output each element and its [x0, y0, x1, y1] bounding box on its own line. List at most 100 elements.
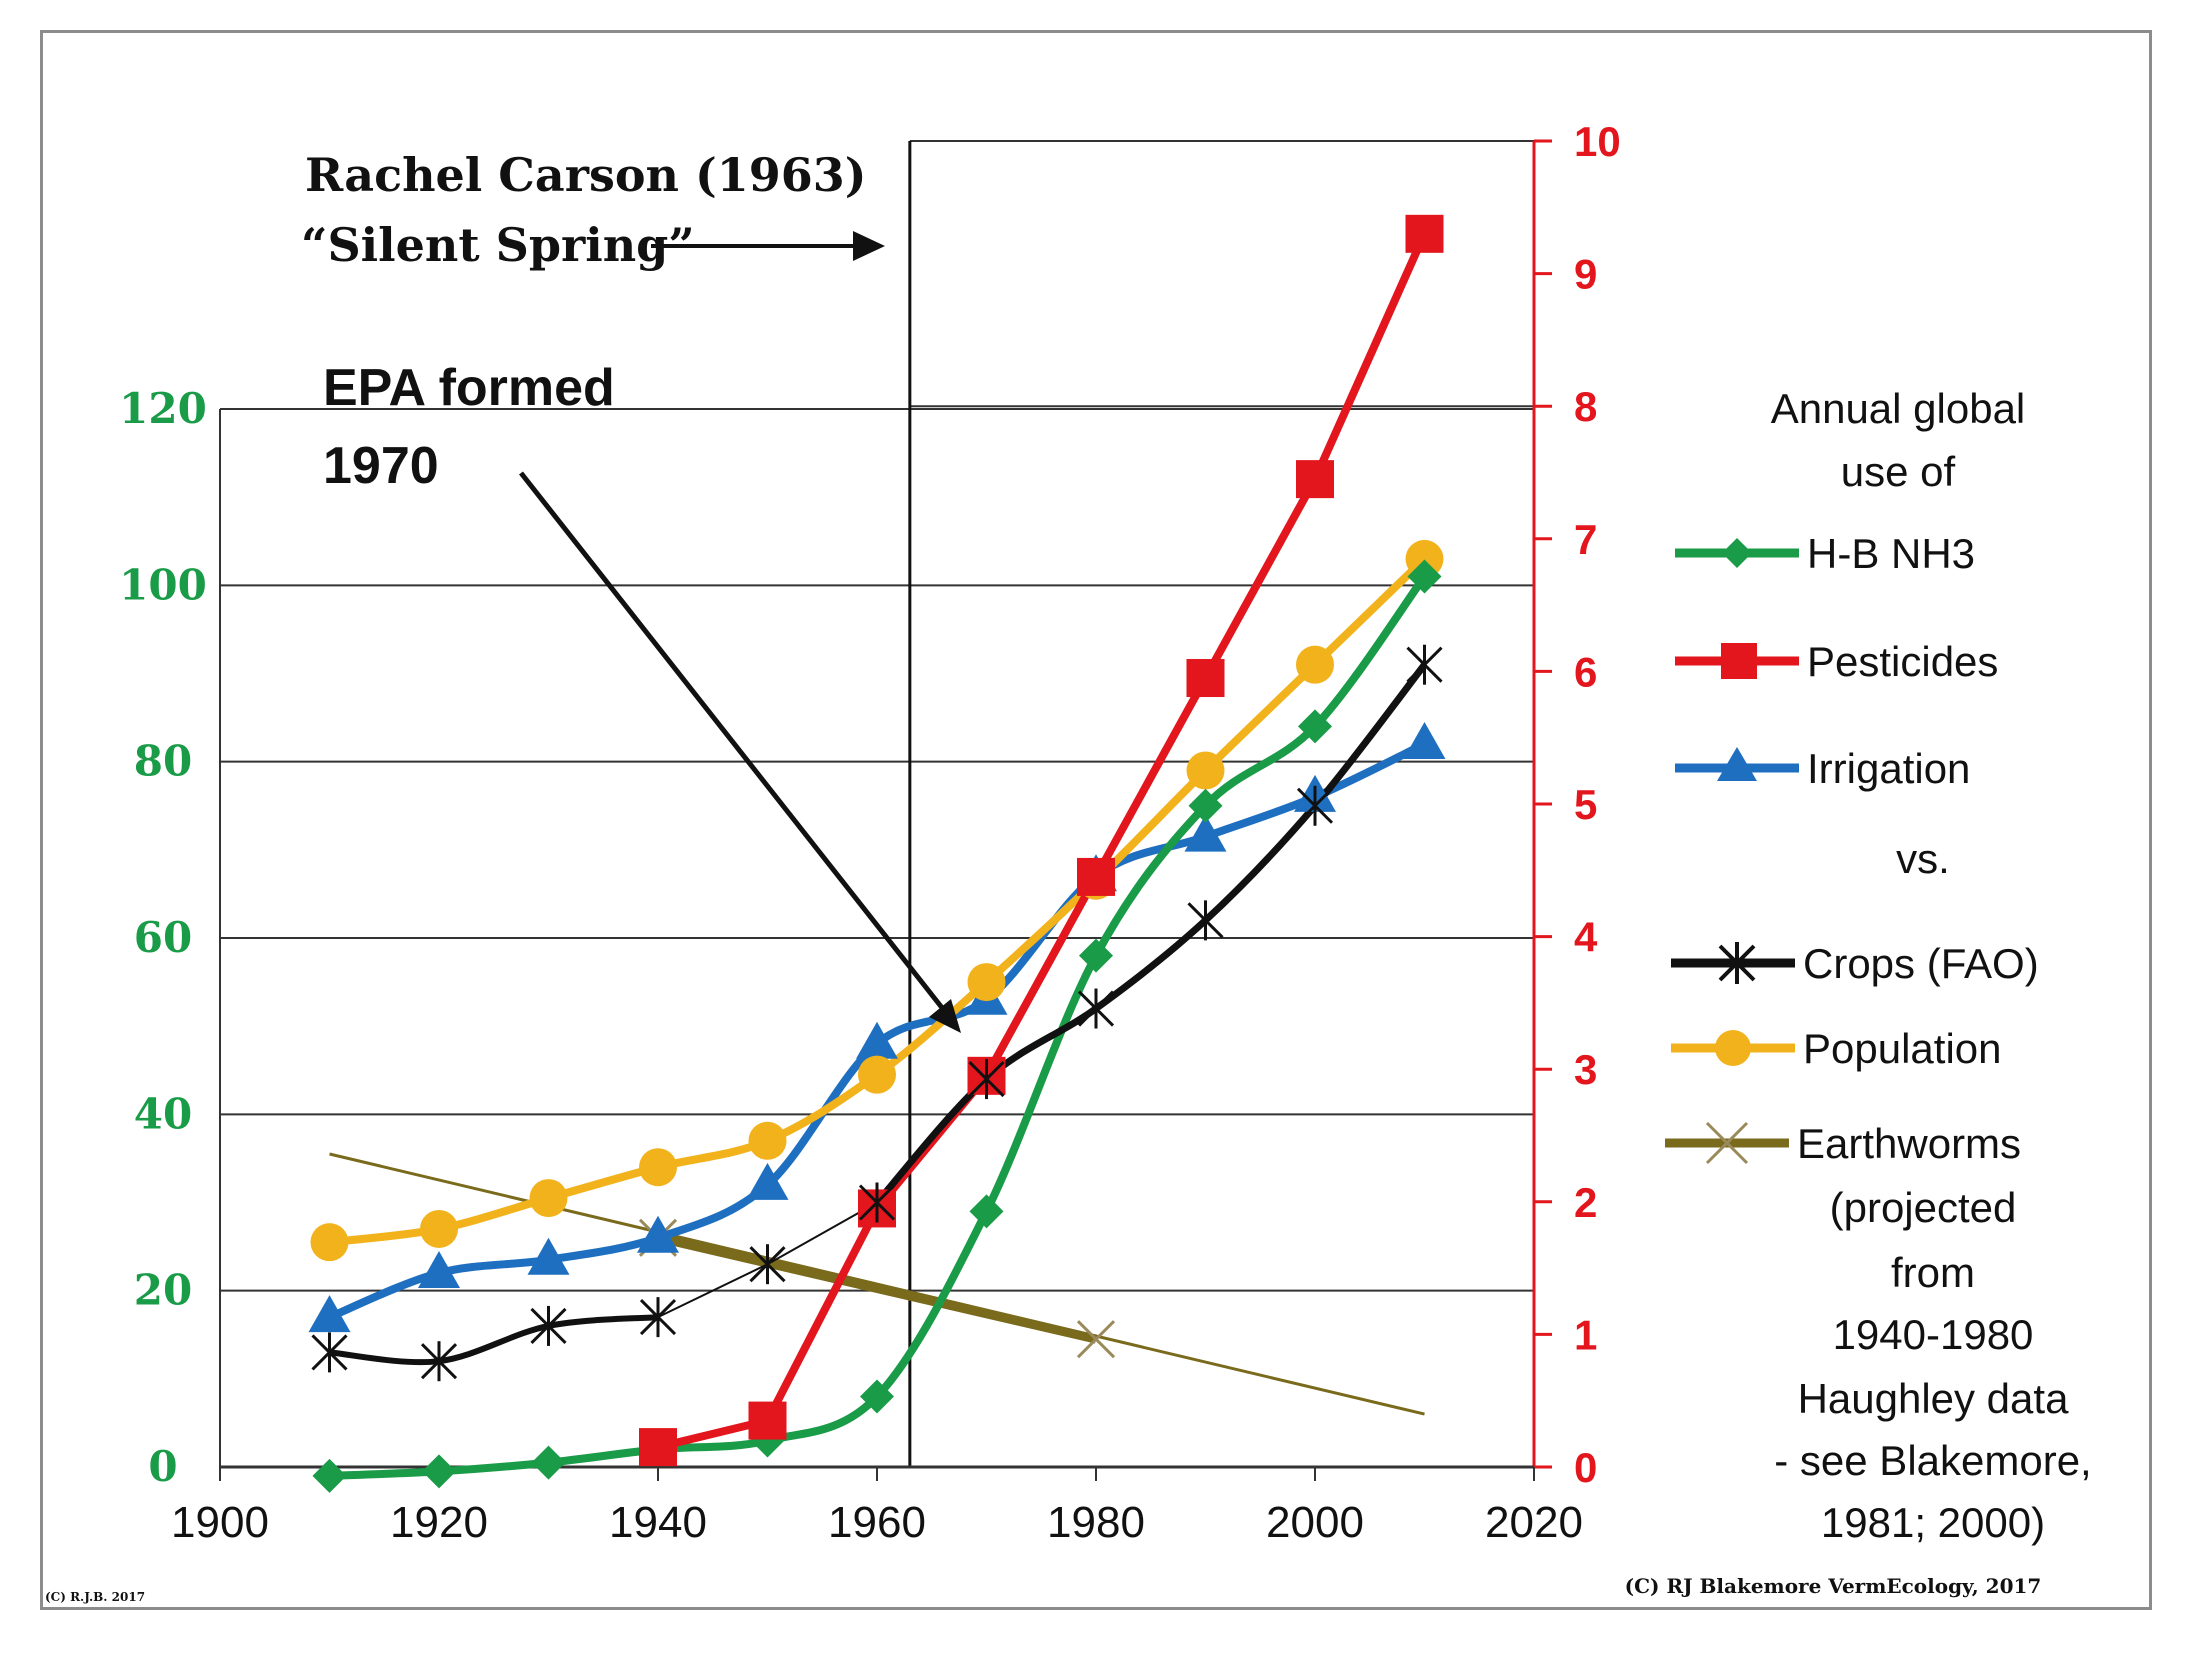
series-line-crops-fao-late: [874, 662, 1428, 1205]
left-tick-label: 0: [148, 1442, 177, 1491]
data-point-crops-fao: [1077, 988, 1115, 1029]
chart-svg: 0 20 40 60 80 100 120 0 1 2 3 4 5 6 7 8 9 10 1900 1920 1940 1…: [45, 118, 2092, 1604]
grid-layer: [220, 140, 1534, 1292]
data-point-irrigation: [1403, 722, 1446, 760]
legend-circle-icon: [1715, 1030, 1751, 1066]
legend-x-icon: [1705, 1121, 1749, 1165]
chart-frame: 0 20 40 60 80 100 120 0 1 2 3 4 5 6 7 8 9 10 1900 1920 1940 1…: [40, 30, 2152, 1610]
legend-item-population: Population: [1671, 1025, 2002, 1072]
right-tick-label: 0: [1574, 1444, 1597, 1491]
legend-item-pesticides: Pesticides: [1675, 638, 1998, 685]
data-point-h-b-nh3: [1079, 938, 1113, 973]
data-point-pesticides: [1296, 460, 1334, 499]
data-point-irrigation: [746, 1162, 789, 1200]
epa-annotation: EPA formed 1970: [323, 359, 961, 1033]
data-point-h-b-nh3: [969, 1194, 1004, 1229]
legend-title-line1: Annual global: [1771, 385, 2026, 432]
right-tick-label: 2: [1574, 1179, 1597, 1226]
data-point-crops-fao: [1296, 785, 1334, 826]
right-tick-label: 9: [1574, 251, 1597, 298]
data-point-pesticides: [1405, 214, 1444, 253]
legend-square-icon: [1721, 643, 1757, 679]
data-point-crops-fao: [1187, 900, 1224, 941]
data-point-population: [748, 1121, 787, 1160]
series-layer: [327, 232, 1429, 1480]
data-point-pesticides: [1186, 659, 1225, 698]
data-point-pesticides: [1077, 857, 1115, 896]
legend-triangle-icon: [1717, 747, 1757, 781]
data-point-earthworms: [1076, 1320, 1116, 1359]
right-tick-label: 3: [1574, 1046, 1597, 1093]
carson-title: Rachel Carson (1963): [305, 148, 867, 202]
legend-item-crops: Crops (FAO): [1671, 940, 2039, 987]
epa-title: EPA formed: [323, 359, 615, 417]
legend-item-irrigation: Irrigation: [1675, 745, 1970, 792]
legend-label-irrigation: Irrigation: [1807, 745, 1970, 792]
right-tick-label: 10: [1574, 118, 1621, 165]
data-point-population: [639, 1148, 677, 1187]
series-line-pesticides: [657, 232, 1429, 1451]
legend-title-line2: use of: [1841, 448, 1956, 495]
left-tick-label: 20: [134, 1266, 192, 1315]
data-point-h-b-nh3: [1407, 559, 1442, 594]
data-point-irrigation: [637, 1215, 679, 1253]
legend-label-pesticides: Pesticides: [1807, 638, 1998, 685]
data-point-h-b-nh3: [312, 1458, 347, 1493]
data-point-crops-fao: [311, 1332, 348, 1373]
legend-diamond-icon: [1722, 538, 1752, 568]
data-point-population: [310, 1223, 349, 1262]
left-tick-label: 40: [134, 1089, 192, 1138]
data-point-population: [967, 963, 1006, 1002]
right-tick-label: 4: [1574, 914, 1598, 961]
x-tick-label: 1900: [171, 1498, 269, 1547]
left-tick-label: 120: [119, 384, 207, 433]
data-point-population: [529, 1179, 568, 1218]
data-point-h-b-nh3: [860, 1379, 894, 1414]
legend-label-crops: Crops (FAO): [1803, 940, 2039, 987]
data-point-crops-fao: [530, 1305, 567, 1346]
data-point-crops-fao: [858, 1182, 896, 1223]
axes-layer: 0 20 40 60 80 100 120 0 1 2 3 4 5 6 7 8 9 10 1900 1920 1940 1…: [119, 118, 1621, 1547]
data-point-crops-fao: [639, 1297, 677, 1338]
right-tick-label: 1: [1574, 1311, 1597, 1358]
data-point-population: [420, 1209, 458, 1248]
carson-annotation: Rachel Carson (1963) “Silent Spring”: [301, 148, 885, 272]
x-tick-label: 1960: [828, 1498, 926, 1547]
data-point-irrigation: [308, 1295, 351, 1333]
credit-main: (C) RJ Blakemore VermEcology, 2017: [1625, 1574, 2042, 1598]
data-point-irrigation: [1184, 814, 1227, 852]
legend-label-earthworms: Earthworms: [1797, 1120, 2021, 1167]
data-point-population: [1186, 751, 1225, 790]
earthworm-note: (projected from 1940-1980 Haughley data …: [1774, 1184, 2091, 1546]
series-line-crops-fao-early: [329, 1314, 659, 1366]
earthworm-note-line: (projected: [1830, 1184, 2017, 1231]
earthworm-note-line: from: [1891, 1249, 1975, 1296]
x-tick-label: 1980: [1047, 1498, 1145, 1547]
data-point-crops-fao: [749, 1244, 786, 1285]
legend-label-population: Population: [1803, 1025, 2002, 1072]
data-point-irrigation: [856, 1021, 898, 1059]
left-tick-label: 100: [119, 560, 207, 609]
carson-arrow-head: [853, 231, 885, 261]
epa-arrow-head: [929, 999, 961, 1033]
right-tick-label: 8: [1574, 383, 1597, 430]
data-point-h-b-nh3: [531, 1445, 566, 1480]
epa-arrow: [519, 471, 945, 1011]
data-point-irrigation: [527, 1237, 570, 1275]
epa-year: 1970: [323, 437, 439, 495]
data-point-h-b-nh3: [1298, 709, 1332, 744]
right-tick-label: 6: [1574, 648, 1597, 695]
data-point-h-b-nh3: [1188, 788, 1223, 823]
legend-label-hb-nh3: H-B NH3: [1807, 530, 1975, 577]
legend-item-hb-nh3: H-B NH3: [1675, 530, 1975, 577]
x-tick-label: 2000: [1266, 1498, 1364, 1547]
earthworm-note-line: 1940-1980: [1833, 1311, 2034, 1358]
right-tick-label: 7: [1574, 516, 1597, 563]
marker-layer: [308, 214, 1446, 1493]
data-point-population: [1296, 645, 1334, 684]
legend-item-earthworms: Earthworms: [1665, 1120, 2021, 1167]
carson-subtitle: “Silent Spring”: [301, 218, 695, 272]
left-tick-label: 60: [134, 913, 192, 962]
data-point-h-b-nh3: [422, 1454, 456, 1489]
data-point-irrigation: [418, 1251, 460, 1289]
